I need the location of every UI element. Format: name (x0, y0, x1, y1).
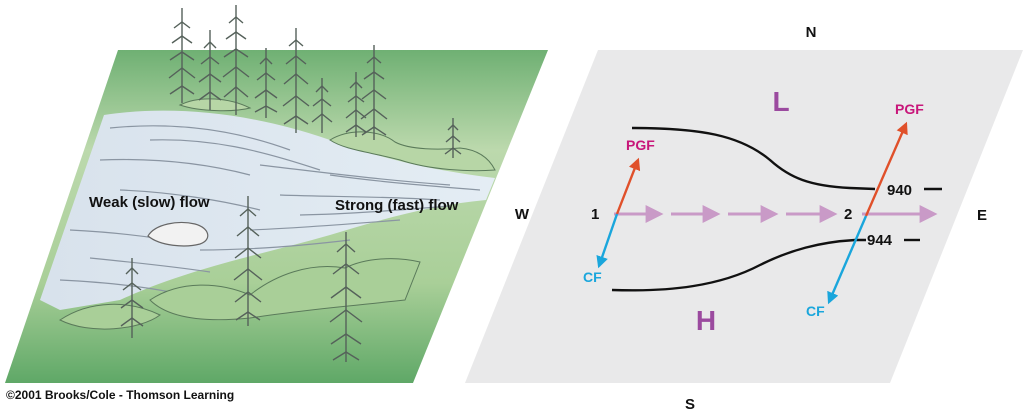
map-plane (465, 50, 1023, 383)
cf-label-2: CF (806, 303, 825, 319)
isobar-940-line (631, 126, 876, 191)
copyright-credit: ©2001 Brooks/Cole - Thomson Learning (6, 388, 235, 402)
strong-flow-label: Strong (fast) flow (335, 197, 459, 214)
near-bank-mounds (59, 258, 421, 330)
flow-lines (59, 125, 481, 293)
point-2-label: 2 (844, 206, 852, 223)
west-label: W (515, 206, 530, 223)
isobar-944-line (611, 238, 866, 292)
weak-flow-label: Weak (slow) flow (89, 194, 210, 211)
east-label: E (977, 207, 987, 224)
far-bank-mounds (178, 98, 496, 172)
cf-arrow-1 (596, 213, 619, 269)
high-pressure-label: H (696, 305, 716, 336)
cf-arrow-2 (827, 215, 868, 305)
point-1-label: 1 (591, 206, 599, 223)
south-label: S (685, 396, 695, 413)
river-landscape-panel: Weak (slow) flow Strong (fast) flow (5, 5, 548, 383)
isobar-944-label: 944 (867, 232, 893, 249)
trees (120, 5, 462, 362)
isobar-940-label: 940 (887, 182, 912, 199)
pgf-label-1: PGF (626, 137, 655, 153)
low-pressure-label: L (772, 86, 789, 117)
river-rock (147, 221, 209, 247)
pgf-arrow-2 (864, 121, 908, 217)
isobar-diagram-panel: N S W E L H 940 944 1 2 PGF CF PGF (465, 24, 1023, 413)
north-label: N (806, 24, 817, 41)
pgf-label-2: PGF (895, 101, 924, 117)
cf-label-1: CF (583, 269, 602, 285)
pgf-arrow-1 (615, 157, 641, 215)
